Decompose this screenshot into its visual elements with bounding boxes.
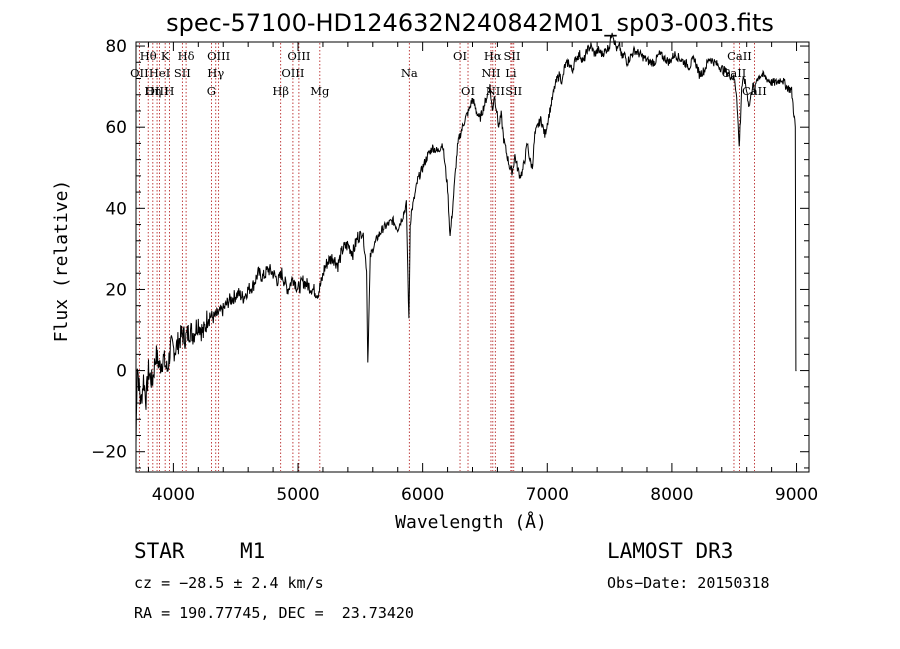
- x-tick-label: 8000: [650, 485, 693, 505]
- x-tick-label: 4000: [152, 485, 195, 505]
- line-label: NII: [486, 84, 505, 98]
- y-tick-label: 60: [105, 118, 127, 138]
- x-axis-label: Wavelength (Å): [395, 511, 547, 533]
- line-label: OIII: [146, 84, 169, 98]
- x-tick-label: 6000: [401, 485, 444, 505]
- line-label: Hβ: [272, 84, 289, 98]
- y-tick-label: 80: [105, 37, 127, 57]
- spectrum-line: [135, 32, 797, 444]
- line-label: HeI: [149, 66, 170, 80]
- y-tick-label: 20: [105, 280, 127, 300]
- survey-name: LAMOST DR3: [607, 539, 734, 563]
- emission-line-labels: Hθ OII OIII K H HeI Hη Hδ SII OIII Hγ G Hβ OIII OIII Mg…: [130, 49, 767, 98]
- line-label: CaII: [727, 49, 752, 63]
- line-label: Na: [401, 66, 418, 80]
- y-tick-label: −20: [91, 443, 127, 463]
- plot-frame: [135, 41, 810, 473]
- line-label: H: [164, 84, 174, 98]
- x-tick-label: 9000: [775, 485, 818, 505]
- line-label: Mg: [310, 84, 330, 98]
- x-tick-label: 5000: [276, 485, 319, 505]
- line-label: Hδ: [178, 49, 195, 63]
- redshift-cz: cz = −28.5 ± 2.4 km/s: [134, 574, 324, 592]
- y-tick-label: 0: [116, 362, 127, 382]
- line-label: OIII: [281, 66, 304, 80]
- x-axis-ticks: 4000 5000 6000 7000 8000 9000: [147, 42, 818, 505]
- line-label: G: [207, 84, 216, 98]
- line-label: SII: [504, 49, 521, 63]
- line-label: Li: [505, 66, 517, 80]
- y-tick-label: 40: [105, 199, 127, 219]
- line-label: OI: [461, 84, 475, 98]
- line-label: Hη: [144, 84, 161, 98]
- line-label: SII: [505, 84, 522, 98]
- x-tick-label: 7000: [526, 485, 569, 505]
- y-axis-ticks: −20 0 20 40 60 80: [91, 37, 809, 469]
- object-class: STAR: [134, 539, 185, 563]
- line-label: K: [161, 49, 170, 63]
- y-axis-label: Flux (relative): [51, 180, 72, 343]
- line-label: OI: [453, 49, 467, 63]
- emission-line-markers: [138, 43, 755, 471]
- line-label: Hα: [484, 49, 502, 63]
- chart-title: spec-57100-HD124632N240842M01_sp03-003.f…: [166, 9, 774, 37]
- ra-dec-coords: RA = 190.77745, DEC = 23.73420: [134, 604, 414, 622]
- line-label: NII: [481, 66, 500, 80]
- line-label: Hγ: [207, 66, 224, 80]
- object-subclass: M1: [240, 539, 266, 563]
- line-label: OIII: [207, 49, 230, 63]
- obs-date: Obs−Date: 20150318: [607, 574, 770, 592]
- line-label: SII: [174, 66, 191, 80]
- line-label: Hθ: [140, 49, 157, 63]
- line-label: OIII: [287, 49, 310, 63]
- line-label: OII: [130, 66, 149, 80]
